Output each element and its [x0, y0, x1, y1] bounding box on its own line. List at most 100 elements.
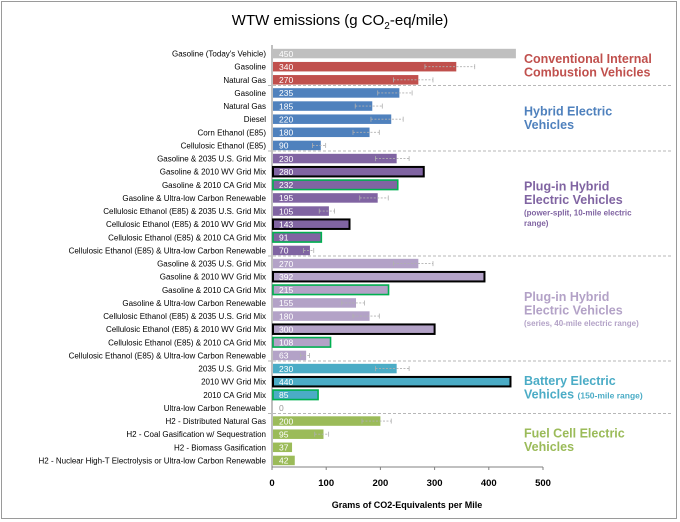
value-label: 280 [279, 167, 293, 177]
value-label: 37 [279, 443, 289, 453]
bar [273, 245, 310, 256]
x-tick-label: 0 [269, 478, 274, 489]
category-label: Gasoline & 2035 U.S. Grid Mix [157, 260, 266, 269]
category-label: Gasoline (Today's Vehicle) [172, 50, 266, 59]
group-title: Conventional Internal [524, 52, 652, 66]
bar [272, 270, 486, 283]
value-label: 200 [279, 416, 293, 426]
x-tick-label: 300 [427, 478, 443, 489]
category-label: Gasoline & Ultra-low Carbon Renewable [122, 194, 266, 203]
value-label: 440 [279, 377, 293, 387]
value-label: 95 [279, 429, 289, 439]
bar [272, 389, 319, 401]
value-label: 90 [279, 141, 289, 151]
value-label: 450 [279, 49, 293, 59]
bar [273, 61, 457, 72]
category-label: Diesel [244, 115, 266, 124]
group-title: Vehicles [524, 440, 574, 454]
bar [273, 442, 293, 453]
bar [273, 298, 357, 308]
bar [273, 153, 397, 164]
category-label: Gasoline & 2010 CA Grid Mix [162, 181, 266, 190]
category-label: Gasoline [234, 63, 266, 72]
value-label: 340 [279, 62, 293, 72]
value-label: 143 [279, 219, 293, 229]
value-label: 270 [279, 259, 293, 269]
category-label: 2035 U.S. Grid Mix [198, 365, 266, 374]
bar [273, 48, 516, 59]
bar [273, 429, 324, 439]
bar [273, 127, 370, 138]
group-title: Fuel Cell Electric [524, 426, 625, 440]
group-title: Plug-in Hybrid [524, 290, 609, 304]
category-label: Cellulosic Ethanol (E85) & 2010 CA Grid … [108, 233, 266, 242]
category-label: Cellulosic Ethanol (E85) & 2010 WV Grid … [106, 220, 266, 229]
value-label: 185 [279, 101, 293, 111]
value-label: 180 [279, 311, 293, 321]
category-label: H2 - Coal Gasification w/ Sequestration [126, 430, 266, 439]
category-label: Gasoline & 2010 CA Grid Mix [162, 286, 266, 295]
value-label: 230 [279, 154, 293, 164]
value-label: 270 [279, 75, 293, 85]
x-tick-label: 200 [372, 478, 388, 489]
category-label: Ultra-low Carbon Renewable [164, 404, 267, 413]
chart-title: WTW emissions (g CO2-eq/mile) [232, 12, 448, 32]
value-label: 232 [279, 180, 293, 190]
group-subtitle: (series, 40-mile electric range) [524, 319, 639, 328]
category-label: Gasoline & 2010 WV Grid Mix [160, 273, 266, 282]
bar [272, 323, 436, 335]
value-label: 155 [279, 298, 293, 308]
bar [272, 179, 399, 191]
category-label: Cellulosic Ethanol (E85) & 2035 U.S. Gri… [103, 312, 266, 321]
value-label: 105 [279, 206, 293, 216]
x-axis-title: Grams of CO2-Equivalents per Mile [332, 500, 483, 510]
bar [273, 350, 307, 361]
value-label: 300 [279, 324, 293, 334]
group-subtitle: (power-split, 10-mile electric [524, 209, 632, 218]
category-label: Cellulosic Ethanol (E85) & Ultra-low Car… [69, 351, 267, 360]
category-label: Cellulosic Ethanol (E85) & 2035 U.S. Gri… [103, 207, 266, 216]
value-label: 42 [279, 456, 289, 466]
category-label: Gasoline & Ultra-low Carbon Renewable [122, 299, 266, 308]
bar [273, 363, 397, 374]
category-label: Natural Gas [223, 102, 266, 111]
group-title: Electric Vehicles [524, 303, 623, 317]
category-label: H2 - Distributed Natural Gas [166, 417, 266, 426]
category-label: 2010 CA Grid Mix [203, 391, 266, 400]
value-label: 0 [279, 403, 284, 413]
value-label: 63 [279, 351, 289, 361]
group-title: Vehicles (150-mile range) [524, 387, 643, 401]
bar [273, 75, 419, 85]
value-label: 220 [279, 114, 293, 124]
category-label: Gasoline & 2010 WV Grid Mix [160, 168, 266, 177]
bar [273, 193, 378, 203]
category-label: H2 - Nuclear High-T Electrolysis or Ultr… [39, 456, 267, 465]
group-title: Combustion Vehicles [524, 66, 650, 80]
bar [273, 114, 392, 124]
value-label: 235 [279, 88, 293, 98]
category-label: H2 - Biomass Gasification [174, 443, 266, 452]
value-label: 195 [279, 193, 293, 203]
bar [272, 165, 425, 178]
group-title: Vehicles [524, 118, 574, 132]
category-label: 2010 WV Grid Mix [201, 378, 266, 387]
value-label: 180 [279, 128, 293, 138]
bar [273, 455, 295, 466]
category-label: Gasoline [234, 89, 266, 98]
value-label: 108 [279, 338, 293, 348]
bar [272, 218, 351, 230]
bar [273, 311, 370, 321]
bar [273, 258, 419, 269]
category-label: Cellulosic Ethanol (E85) & 2010 CA Grid … [108, 338, 266, 347]
x-tick-label: 500 [535, 478, 551, 489]
x-tick-label: 100 [318, 478, 334, 489]
value-label: 215 [279, 285, 293, 295]
value-label: 392 [279, 272, 293, 282]
group-title: Plug-in Hybrid [524, 180, 609, 194]
category-label: Cellulosic Ethanol (E85) & 2010 WV Grid … [106, 325, 266, 334]
group-title: Battery Electric [524, 374, 616, 388]
bar [273, 101, 373, 111]
bar [272, 231, 323, 243]
